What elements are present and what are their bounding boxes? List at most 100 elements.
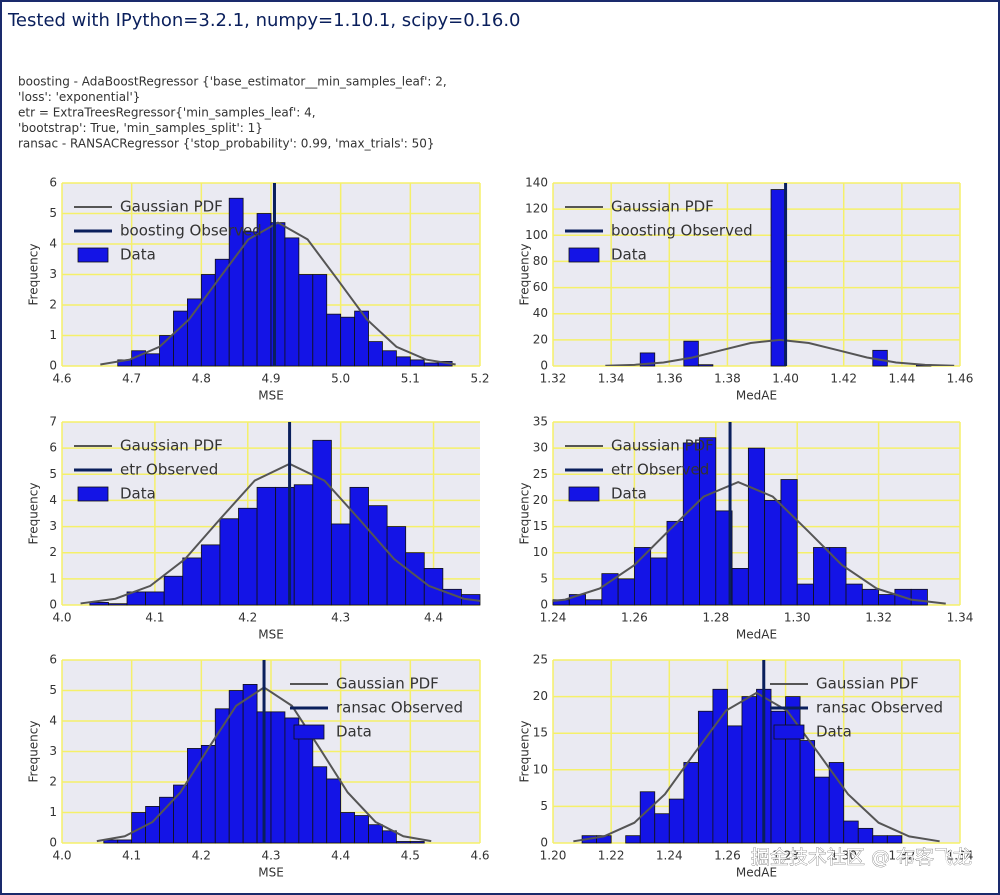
y-tick-label: 60	[533, 280, 548, 294]
pdf-line	[100, 221, 456, 366]
bar	[829, 547, 847, 606]
x-tick-label: 4.9	[261, 372, 280, 386]
x-tick-label: 1.34	[947, 611, 974, 625]
bar	[340, 812, 355, 844]
bar	[326, 778, 342, 844]
bar	[799, 740, 816, 844]
bar	[131, 812, 147, 844]
y-tick-label: 4	[49, 237, 57, 251]
watermark: 掘金技术社区 @ 布客飞龙	[751, 847, 972, 869]
legend-label: etr Observed	[120, 461, 218, 479]
x-tick-label: 1.38	[714, 372, 741, 386]
y-tick-label: 15	[533, 519, 548, 533]
y-tick-label: 1	[49, 328, 57, 342]
x-tick-label: 4.0	[52, 849, 71, 863]
bar	[814, 776, 830, 844]
x-tick-label: 5.1	[401, 372, 420, 386]
y-tick-label: 6	[49, 441, 57, 455]
y-tick-label: 1	[49, 571, 57, 585]
bar	[405, 552, 425, 606]
bar	[284, 237, 300, 367]
legend-label: etr Observed	[611, 461, 709, 479]
y-tick-label: 140	[525, 176, 548, 190]
legend-swatch	[77, 486, 109, 502]
bar	[326, 313, 342, 367]
bar	[828, 762, 845, 844]
bar	[312, 439, 332, 606]
bar	[145, 353, 160, 367]
bar	[182, 557, 202, 606]
y-tick-label: 0	[540, 598, 548, 612]
x-tick-label: 1.46	[947, 372, 974, 386]
chart: 1.20 1.22 1.24 1.26 1.28 1.30 1.32 1.34 0 5 10 15 20…	[518, 653, 974, 880]
legend-label: Gaussian PDF	[816, 675, 919, 693]
x-tick-label: 4.0	[52, 611, 71, 625]
bar	[395, 841, 411, 844]
legend-swatch	[77, 247, 109, 263]
x-tick-label: 4.3	[331, 611, 350, 625]
y-axis-label: Frequency	[27, 721, 41, 783]
y-tick-label: 0	[49, 598, 57, 612]
y-tick-label: 2	[49, 298, 57, 312]
bar	[409, 841, 425, 844]
x-tick-label: 1.34	[598, 372, 625, 386]
bar	[298, 729, 314, 844]
legend-label: boosting Observed	[611, 222, 753, 240]
bar	[214, 708, 230, 844]
bar	[861, 588, 880, 606]
y-tick-label: 100	[525, 228, 548, 242]
chart: 4.6 4.7 4.8 4.9 5.0 5.1 5.2 0 1 2 3 4 5 6 MSE Frequency…	[27, 176, 490, 403]
bar	[857, 827, 874, 844]
x-tick-label: 4.2	[192, 849, 211, 863]
bar	[312, 274, 328, 367]
y-tick-label: 3	[49, 267, 57, 281]
bar	[878, 594, 896, 606]
x-tick-label: 1.32	[888, 849, 915, 863]
y-tick-label: 2	[49, 545, 57, 559]
bar	[764, 500, 782, 606]
y-axis-label: Frequency	[27, 244, 41, 306]
bar	[625, 835, 641, 844]
y-tick-label: 0	[540, 836, 548, 850]
x-tick-label: 1.44	[888, 372, 915, 386]
y-axis-label: Frequency	[518, 244, 532, 306]
y-tick-label: 25	[533, 467, 548, 481]
bar	[382, 350, 397, 367]
y-tick-label: 5	[49, 467, 57, 481]
bar	[423, 362, 439, 367]
legend-label: Data	[120, 485, 156, 503]
legend-swatch	[568, 247, 600, 263]
x-tick-label: 5.0	[331, 372, 350, 386]
pdf-line	[605, 338, 955, 366]
y-tick-label: 80	[533, 254, 548, 268]
bar	[395, 356, 411, 367]
x-axis-label: MSE	[258, 866, 284, 880]
bar	[683, 340, 699, 367]
x-tick-label: 4.6	[52, 372, 71, 386]
y-tick-label: 5	[540, 799, 548, 813]
bar	[731, 568, 749, 606]
x-tick-label: 1.40	[772, 372, 799, 386]
bar	[368, 341, 383, 367]
x-tick-label: 4.7	[122, 372, 141, 386]
legend-label: Data	[120, 246, 156, 264]
bar	[200, 745, 216, 844]
description-line: 'loss': 'exponential'}	[18, 90, 140, 104]
bar	[747, 447, 766, 606]
x-tick-label: 1.20	[540, 849, 567, 863]
y-tick-label: 7	[49, 415, 57, 429]
description-line: 'bootstrap': True, 'min_samples_split': …	[18, 121, 263, 135]
legend-label: Gaussian PDF	[611, 437, 714, 455]
x-tick-label: 1.30	[784, 611, 811, 625]
y-tick-label: 0	[540, 359, 548, 373]
bar	[585, 599, 603, 606]
bar	[159, 796, 174, 844]
bar	[242, 231, 258, 367]
legend-swatch	[568, 486, 600, 502]
y-tick-label: 5	[49, 206, 57, 220]
bar	[654, 813, 670, 844]
bar	[843, 820, 859, 844]
y-axis-label: Frequency	[518, 721, 532, 783]
x-tick-label: 1.28	[702, 611, 729, 625]
